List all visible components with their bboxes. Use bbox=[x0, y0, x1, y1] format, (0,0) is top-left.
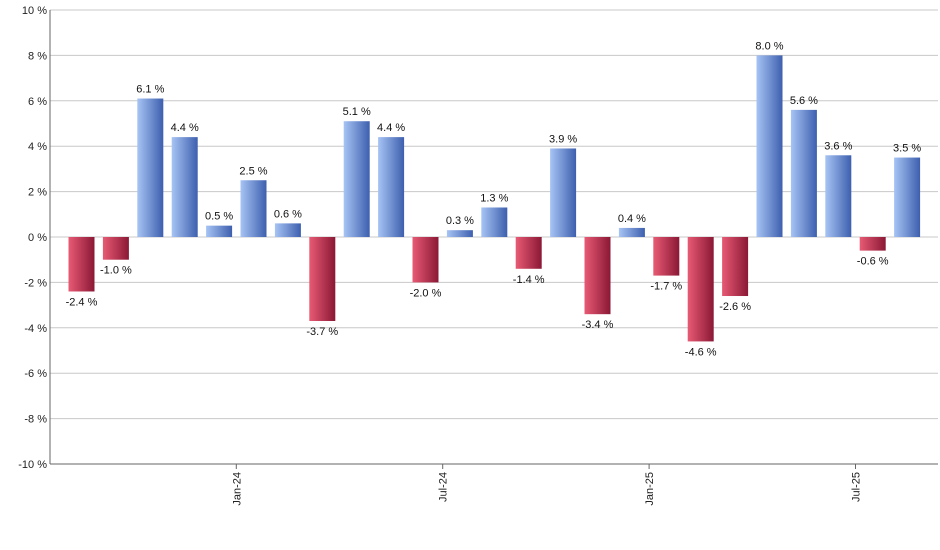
y-tick-label: 0 % bbox=[28, 232, 47, 244]
bar-value-label: 5.1 % bbox=[343, 106, 371, 118]
bar-negative bbox=[722, 237, 749, 297]
bar-value-label: -2.4 % bbox=[66, 296, 98, 308]
bar-negative bbox=[687, 237, 714, 342]
bar-value-label: -1.4 % bbox=[513, 274, 545, 286]
bar-value-label: 6.1 % bbox=[136, 84, 164, 96]
bar-value-label: 2.5 % bbox=[239, 165, 267, 177]
x-tick-label: Jul-24 bbox=[438, 472, 450, 502]
bar-negative bbox=[653, 237, 680, 276]
y-tick-label: 10 % bbox=[22, 5, 47, 17]
bar-value-label: 4.4 % bbox=[171, 122, 199, 134]
bar-value-label: 4.4 % bbox=[377, 122, 405, 134]
bar-value-label: -4.6 % bbox=[685, 346, 717, 358]
bar-positive bbox=[825, 155, 852, 237]
bar-value-label: -3.7 % bbox=[306, 326, 338, 338]
bar-value-label: 0.5 % bbox=[205, 211, 233, 223]
bar-negative bbox=[68, 237, 95, 292]
bar-positive bbox=[550, 148, 577, 237]
y-tick-label: 8 % bbox=[28, 50, 47, 62]
y-tick-label: -4 % bbox=[24, 323, 47, 335]
bar-negative bbox=[309, 237, 336, 321]
y-tick-label: 2 % bbox=[28, 187, 47, 199]
bar-negative bbox=[412, 237, 439, 283]
bar-positive bbox=[378, 137, 405, 237]
bar-value-label: -3.4 % bbox=[582, 319, 614, 331]
bar-value-label: -1.0 % bbox=[100, 265, 132, 277]
bar-positive bbox=[206, 225, 233, 237]
bar-positive bbox=[894, 157, 921, 237]
bar-positive bbox=[343, 121, 370, 237]
bar-positive bbox=[756, 55, 783, 238]
bar-value-label: 1.3 % bbox=[480, 192, 508, 204]
bar-value-label: 0.4 % bbox=[618, 213, 646, 225]
bar-positive bbox=[446, 230, 473, 237]
bar-positive bbox=[171, 137, 198, 237]
bar-value-label: 5.6 % bbox=[790, 95, 818, 107]
y-axis-tick-labels: 10 % 8 % 6 % 4 % 2 % 0 % -2 % -4 % -6 % -8 % -10 % bbox=[18, 5, 47, 471]
x-tick-label: Jul-25 bbox=[851, 472, 863, 502]
x-axis-tick-labels: Jan-24 Jul-24 Jan-25 Jul-25 bbox=[231, 464, 863, 506]
bar-positive bbox=[240, 180, 267, 237]
bar-negative bbox=[859, 237, 886, 251]
bar-value-label: 3.5 % bbox=[893, 143, 921, 155]
bar-value-label: 3.9 % bbox=[549, 133, 577, 145]
bar-negative bbox=[515, 237, 542, 269]
bar-value-label: 3.6 % bbox=[824, 140, 852, 152]
bar-negative bbox=[102, 237, 129, 260]
bar-value-label: -1.7 % bbox=[650, 281, 682, 293]
bar-positive bbox=[790, 109, 817, 237]
y-tick-label: 4 % bbox=[28, 141, 47, 153]
x-tick-label: Jan-24 bbox=[231, 472, 243, 506]
bar-value-label: 0.6 % bbox=[274, 208, 302, 220]
bar-value-label: 8.0 % bbox=[755, 40, 783, 52]
bars bbox=[68, 55, 921, 342]
y-tick-label: -8 % bbox=[24, 414, 47, 426]
bar-positive bbox=[481, 207, 508, 237]
y-tick-label: -2 % bbox=[24, 277, 47, 289]
x-tick-label: Jan-25 bbox=[644, 472, 656, 506]
axes bbox=[49, 10, 938, 465]
bar-value-label: -2.6 % bbox=[719, 301, 751, 313]
y-tick-label: 6 % bbox=[28, 96, 47, 108]
bar-value-label: 0.3 % bbox=[446, 215, 474, 227]
y-tick-label: -10 % bbox=[18, 459, 47, 471]
bar-value-label: -2.0 % bbox=[410, 287, 442, 299]
data-labels: -2.4 % -1.0 % 6.1 % 4.4 % 0.5 % 2.5 % 0.6 % -3.… bbox=[66, 40, 922, 358]
bar-positive bbox=[274, 223, 301, 237]
y-tick-label: -6 % bbox=[24, 368, 47, 380]
bar-value-label: -0.6 % bbox=[857, 256, 889, 268]
bar-positive bbox=[618, 227, 645, 237]
bar-negative bbox=[584, 237, 611, 315]
bar-positive bbox=[137, 98, 164, 237]
